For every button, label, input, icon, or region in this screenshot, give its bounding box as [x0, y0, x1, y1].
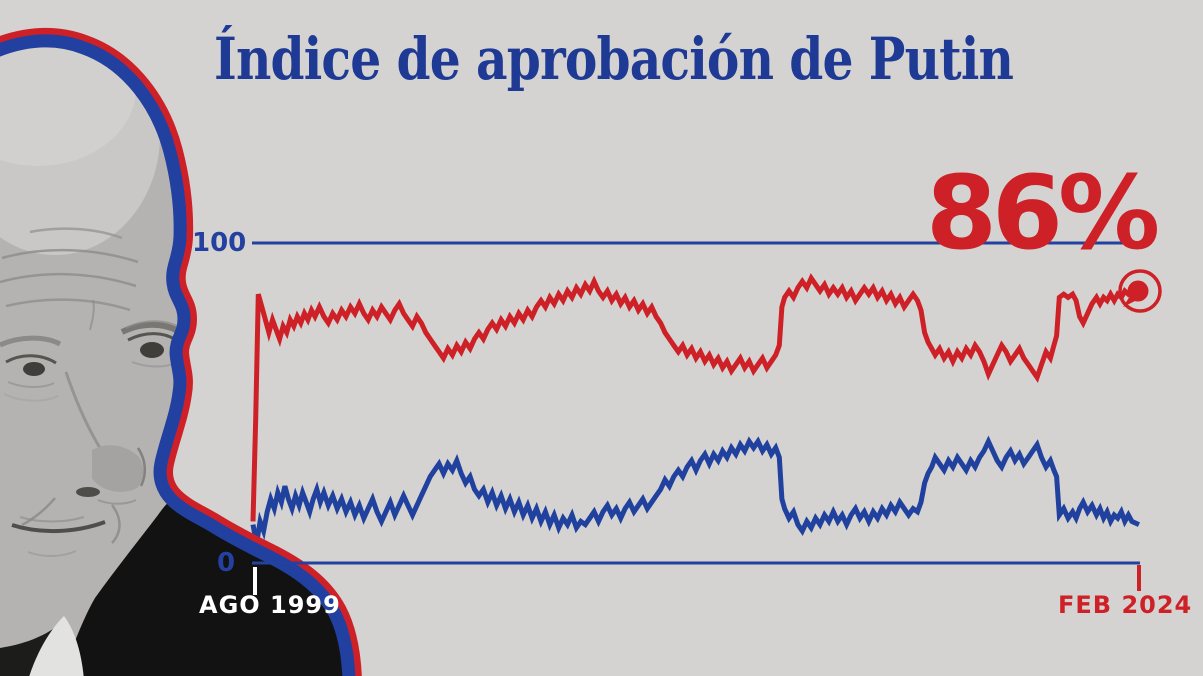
- disapproval-line-blue: [250, 435, 1141, 545]
- approval-line-red: [250, 273, 1141, 522]
- approval-value-callout: 86%: [926, 154, 1160, 273]
- x-axis-label-start: AGO 1999: [199, 591, 341, 619]
- endpoint-marker: [1118, 269, 1162, 313]
- y-axis-label-0: 0: [217, 548, 236, 578]
- y-axis-label-100: 100: [192, 228, 247, 258]
- photo-outline-blue: [0, 34, 356, 676]
- page-title: Índice de aprobación de Putin: [214, 25, 1014, 93]
- x-axis-label-end: FEB 2024: [1058, 591, 1193, 619]
